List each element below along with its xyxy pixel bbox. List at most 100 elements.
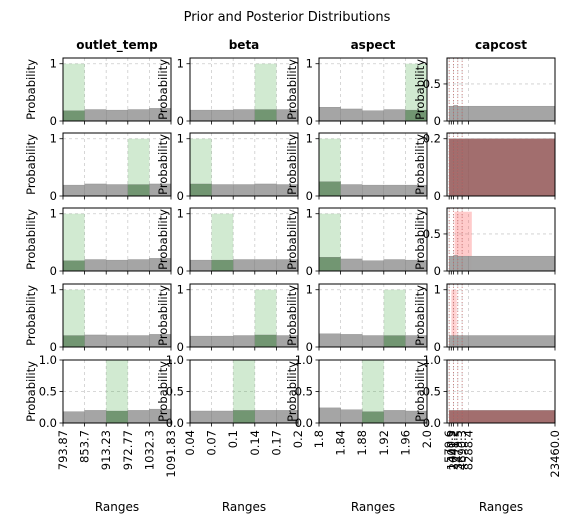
x-tick-label: 793.87 [56,430,70,470]
posterior-overlap [383,335,406,347]
y-tick-label: 0.2 [423,132,441,146]
x-tick-label: 0.07 [205,430,219,456]
prior-bar [84,183,107,197]
posterior-bar [383,289,406,347]
prior-bar [461,105,469,122]
x-tick-label: 913.23 [99,430,113,470]
prior-bar [232,109,255,122]
prior-bar [383,259,406,272]
y-axis-label: Probability [156,209,170,270]
y-tick-label: 0.0 [423,416,441,430]
x-tick-label: 4690.3 [455,430,469,470]
prior-bar [189,259,212,272]
prior-bar [105,259,128,272]
posterior-bar [319,213,341,271]
y-axis-label: Probability [24,285,38,346]
y-tick-label: 1 [50,207,57,221]
posterior-overlap [405,110,427,121]
y-tick-label: 1 [50,132,57,146]
prior-bar [461,335,469,348]
prior-bar [189,109,212,122]
y-tick-label: 1 [306,283,313,297]
prior-bar [457,335,463,348]
y-tick-label: 0.5 [423,385,441,399]
prior-bar [127,335,150,348]
posterior-overlap [190,183,212,196]
y-tick-label: 0 [434,189,441,203]
y-tick-label: 1.0 [295,353,313,367]
y-axis-label: Probability [285,59,299,120]
prior-bar [453,105,459,122]
y-axis-label: Probability [413,209,427,270]
prior-bar [468,255,556,272]
prior-bar [232,259,255,272]
prior-bar [318,333,341,348]
prior-bar [362,335,385,348]
posterior-bar [254,289,277,347]
y-axis-label: Probability [24,134,38,195]
subplot-r1-c1: 0 1 Probability [156,132,299,203]
posterior-overlap [362,411,384,423]
prior-bar [127,109,150,122]
subplot-r0-c0: 0 1 Probability [24,57,172,128]
y-tick-label: 0 [177,189,184,203]
subplot-r3-c0: 0 1 Probability [24,283,172,354]
prior-bar [340,334,363,348]
figure-suptitle: Prior and Posterior Distributions [184,10,391,25]
axes-frame [446,132,556,197]
x-tick-label: 2041.2 [446,430,460,470]
x-tick-label: 3479.5 [451,430,465,470]
y-tick-label: 0 [177,264,184,278]
y-tick-label: 0 [50,264,57,278]
y-tick-label: 1.0 [423,353,441,367]
y-axis-label: Probability [156,134,170,195]
y-tick-label: 0 [50,340,57,354]
x-axis-label: Ranges [351,500,395,514]
axes-frame [318,207,428,272]
axes-frame [446,283,556,348]
y-tick-label: 1 [306,207,313,221]
y-tick-label: 0.5 [39,385,57,399]
subplot-r2-c1: 0 1 Probability [156,207,299,278]
prior-bar [318,407,341,424]
x-tick-label: 579.6 [442,430,456,463]
prior-bar [448,105,454,122]
x-tick-label: 1400.3 [444,430,458,470]
x-tick-label: 2.0 [420,430,434,448]
posterior-overlap [211,260,234,271]
y-tick-label: 1 [177,132,184,146]
posterior-overlap [63,260,85,271]
posterior-bar [190,138,212,196]
prior-bar [457,255,463,272]
y-tick-label: 0.0 [39,416,57,430]
prior-bar [84,334,107,348]
subplot-r0-c2: 0 1 Probability [285,57,428,128]
y-tick-label: 0 [306,264,313,278]
x-tick-label: 853.7 [78,430,92,463]
y-axis-label: Probability [285,134,299,195]
prior-bar [340,409,363,424]
posterior-overlap [63,335,85,347]
y-axis-label: Probability [156,361,170,422]
y-tick-label: 1 [177,57,184,71]
x-tick-label: 1.92 [377,430,391,456]
y-axis-label: Probability [413,59,427,120]
y-tick-label: 1 [434,283,441,297]
y-tick-label: 0.0 [295,416,313,430]
axes-frame [62,283,172,348]
column-title: outlet_temp [76,38,158,53]
x-tick-label: 0.1 [226,430,240,448]
axes-frame [446,57,556,122]
axes-frame [62,132,172,197]
prior-bar [211,410,234,424]
posterior-bar [233,360,255,423]
prior-bar [62,184,85,197]
prior-bar [105,184,128,197]
y-tick-label: 1.0 [39,353,57,367]
y-tick-label: 0 [177,114,184,128]
prior-bar [468,105,556,122]
posterior-bar [106,360,128,423]
y-tick-label: 0.5 [423,77,441,91]
